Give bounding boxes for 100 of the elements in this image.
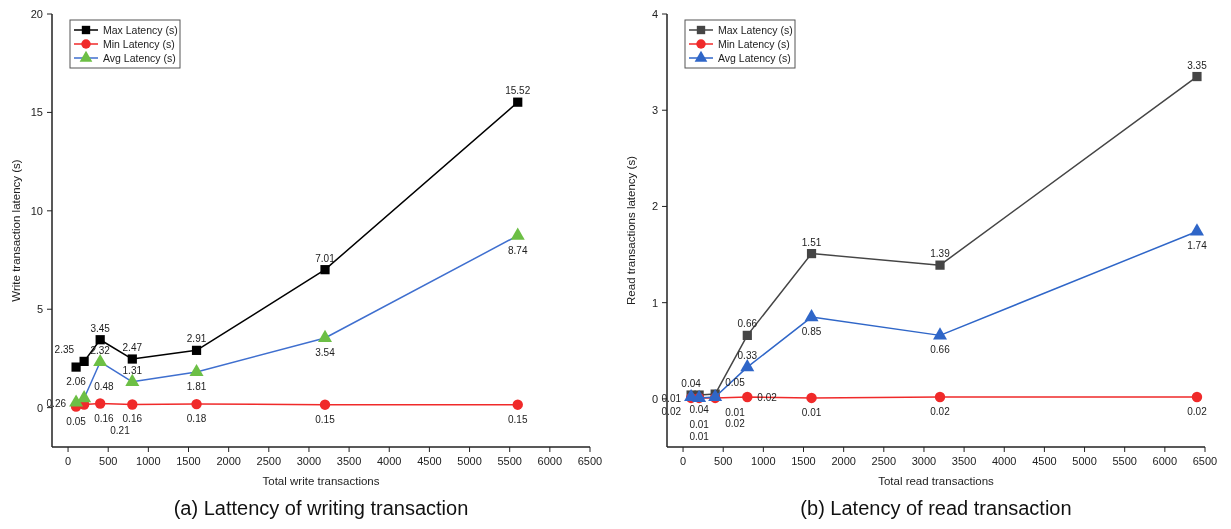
data-label: 0.66: [737, 318, 758, 330]
point: [740, 359, 755, 372]
data-label: 0.01: [801, 406, 822, 418]
point: [512, 399, 523, 410]
y-tick-label: 20: [30, 8, 43, 20]
data-label: 0.02: [930, 405, 951, 417]
x-tick-label: 6000: [1152, 455, 1178, 467]
point: [513, 97, 523, 107]
y-tick-label: 3: [651, 104, 658, 117]
data-label: 2.06: [66, 376, 87, 388]
x-tick-label: 2500: [256, 455, 282, 467]
point: [95, 335, 105, 345]
data-label: 0.48: [94, 381, 115, 393]
point: [93, 353, 108, 367]
legend-label: Max Latency (s): [103, 24, 178, 36]
x-tick-label: 0: [680, 455, 687, 467]
data-label: 3.35: [1187, 59, 1208, 71]
point: [320, 265, 330, 275]
point: [319, 399, 331, 410]
data-label: 15.52: [505, 85, 531, 97]
x-tick-label: 6500: [1192, 455, 1218, 467]
point: [934, 391, 946, 403]
x-tick-label: 5000: [1072, 455, 1097, 467]
data-label: 0.15: [315, 413, 336, 425]
y-tick-label: 15: [30, 106, 43, 119]
x-tick-label: 3000: [296, 455, 322, 467]
data-label: 0.04: [681, 378, 702, 390]
point: [1189, 223, 1204, 236]
data-label: 0.33: [737, 350, 758, 362]
legend-label: Min Latency (s): [718, 38, 790, 50]
data-label: 0.01: [689, 418, 710, 430]
x-tick-label: 3000: [911, 455, 937, 467]
x-tick-label: 3500: [951, 455, 977, 467]
x-tick-label: 500: [99, 455, 118, 467]
data-label: 7.01: [315, 252, 336, 264]
data-label: 3.54: [315, 346, 336, 358]
text: (a) Lattency of writing transaction: [173, 497, 469, 519]
data-label: 0.15: [508, 413, 528, 425]
y-tick-label: 2: [651, 200, 658, 213]
y-axis-title: Read transactions latency (s): [625, 155, 637, 305]
data-label: 0.21: [110, 424, 131, 436]
x-tick-label: 1500: [176, 455, 201, 467]
y-axis-title: Write transaction latency (s): [10, 159, 22, 302]
point: [71, 362, 81, 372]
point: [191, 398, 202, 410]
y-tick-label: 1: [651, 296, 658, 309]
y-tick-label: 4: [651, 8, 658, 20]
point: [804, 309, 819, 322]
data-label: 0.85: [801, 326, 822, 338]
point: [1192, 71, 1202, 82]
point: [127, 354, 137, 364]
data-label: 0.01: [725, 406, 746, 418]
data-label: 1.81: [186, 381, 207, 393]
x-tick-label: 0: [65, 455, 72, 467]
x-tick-label: 2000: [831, 455, 856, 467]
x-tick-label: 5000: [457, 455, 482, 467]
data-label: 3.45: [90, 322, 111, 334]
data-label: 2.32: [90, 344, 111, 356]
x-tick-label: 2500: [871, 455, 897, 467]
point: [933, 327, 948, 340]
point: [806, 392, 817, 404]
point: [935, 260, 945, 270]
data-label: 2.35: [54, 344, 75, 356]
x-axis-title: Total write transactions: [262, 475, 380, 487]
point: [94, 398, 106, 409]
point: [318, 329, 333, 343]
y-tick-label: 0: [36, 401, 43, 414]
data-label: 0.18: [186, 413, 207, 425]
x-tick-label: 1500: [791, 455, 816, 467]
point: [742, 391, 753, 403]
point: [1191, 391, 1203, 403]
point: [191, 345, 202, 355]
x-tick-label: 6000: [537, 455, 563, 467]
data-label: 1.31: [122, 364, 143, 376]
point: [79, 356, 89, 366]
x-tick-label: 1000: [751, 455, 776, 467]
data-label: 8.74: [508, 244, 528, 256]
data-label: 2.47: [122, 342, 143, 354]
data-label: 0.66: [930, 344, 951, 356]
point: [806, 248, 817, 259]
data-label: 0.16: [94, 413, 115, 425]
data-label: 1.74: [1187, 240, 1208, 252]
y-tick-label: 0: [651, 392, 658, 405]
x-tick-label: 6500: [577, 455, 603, 467]
point: [69, 394, 84, 407]
x-tick-label: 5500: [497, 455, 522, 467]
legend-label: Avg Latency (s): [103, 52, 176, 64]
point: [189, 363, 204, 377]
data-label: 0.01: [689, 430, 710, 442]
data-label: 1.51: [801, 236, 822, 248]
x-tick-label: 4000: [992, 455, 1017, 467]
y-tick-label: 5: [36, 303, 43, 316]
data-label: 1.39: [930, 248, 951, 260]
legend-label: Min Latency (s): [103, 38, 175, 50]
y-tick-label: 10: [30, 204, 43, 217]
legend-label: Max Latency (s): [718, 24, 793, 36]
point: [125, 373, 140, 386]
data-label: 0.05: [66, 415, 87, 427]
data-label: 0.02: [1187, 405, 1208, 417]
data-label: 0.16: [122, 413, 143, 425]
